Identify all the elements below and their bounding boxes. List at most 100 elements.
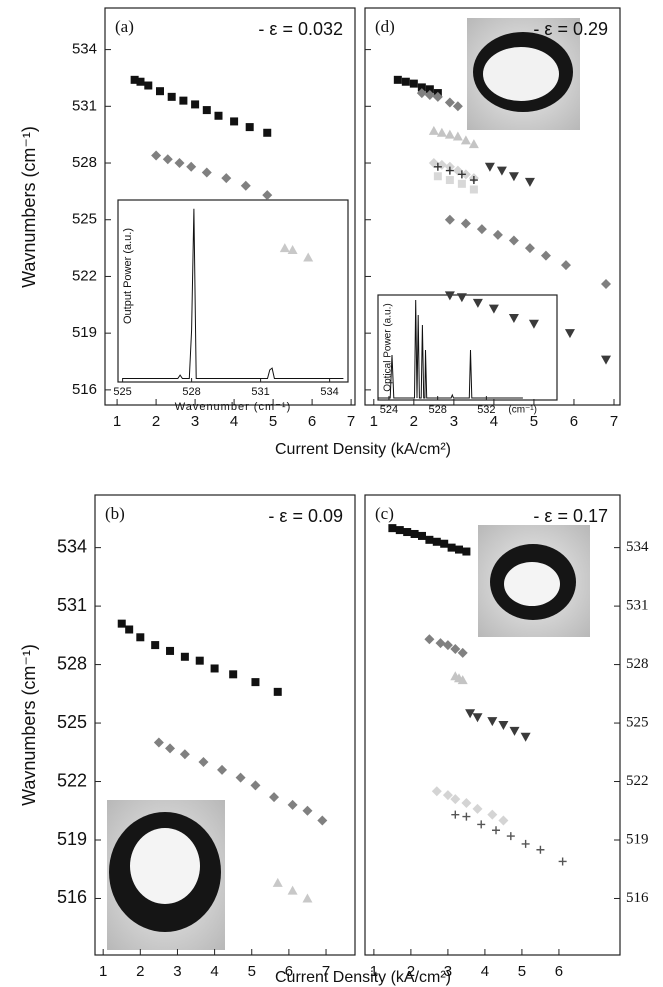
marker [433, 162, 442, 171]
marker [524, 177, 535, 187]
marker [506, 832, 515, 841]
x-tick-label: 7 [322, 963, 330, 980]
marker [452, 131, 463, 141]
x-tick-label: 5 [269, 413, 277, 430]
marker [508, 314, 519, 324]
marker [162, 154, 173, 165]
marker [452, 101, 463, 112]
x-tick-label: 6 [285, 963, 293, 980]
marker [498, 815, 509, 826]
x-tick-label: 4 [230, 413, 238, 430]
marker [167, 92, 176, 101]
marker [395, 526, 404, 535]
marker [401, 77, 410, 86]
marker [217, 764, 228, 775]
marker [431, 786, 442, 797]
marker [130, 75, 139, 84]
y-tick-label: 528 [72, 154, 97, 171]
marker [540, 250, 551, 261]
marker [151, 641, 160, 650]
marker [279, 243, 290, 253]
marker [179, 96, 188, 105]
y-tick-label: 519 [626, 831, 649, 847]
y-tick-label: 528 [57, 653, 87, 673]
marker [436, 127, 447, 137]
marker [287, 244, 298, 254]
x-tick-label: 6 [555, 963, 563, 980]
marker [186, 161, 197, 172]
marker [388, 524, 397, 533]
photo-d [467, 18, 580, 130]
plot-frame [364, 7, 621, 406]
marker [263, 128, 272, 137]
marker [201, 167, 212, 178]
marker [442, 790, 453, 801]
y-tick-label: 531 [626, 598, 649, 614]
x-axis-label: Current Density (kA/cm²) [275, 969, 451, 986]
marker [180, 652, 189, 661]
marker [484, 162, 495, 172]
x-tick-label: 4 [210, 963, 218, 980]
marker [210, 664, 219, 673]
marker [456, 293, 467, 303]
y-axis-label: Wavnumbers (cm⁻¹) [19, 126, 39, 288]
marker [214, 111, 223, 120]
x-tick-label: 1 [370, 963, 378, 980]
y-tick-label: 516 [626, 890, 649, 906]
marker [492, 826, 501, 835]
y-axis-label: Wavnumbers (cm⁻¹) [19, 644, 39, 806]
marker [508, 172, 519, 182]
marker [457, 675, 468, 685]
marker [460, 135, 471, 145]
y-tick-label: 516 [72, 381, 97, 398]
inset-x-tick-label: 524 [380, 404, 398, 416]
marker [250, 780, 261, 791]
marker [287, 799, 298, 810]
marker [440, 539, 449, 548]
x-tick-label: 2 [152, 413, 160, 430]
marker [221, 173, 232, 184]
marker [262, 190, 273, 201]
marker [498, 721, 509, 730]
inset-x-label: Wavenumber (cm⁻¹) [175, 401, 292, 413]
panel-label: (b) [105, 504, 125, 523]
marker [165, 743, 176, 754]
marker [472, 803, 483, 814]
marker [520, 732, 531, 742]
marker [424, 634, 435, 645]
y-tick-label: 519 [57, 829, 87, 849]
marker [472, 713, 483, 723]
x-tick-label: 1 [113, 413, 121, 430]
marker [487, 717, 498, 727]
x-tick-label: 5 [248, 963, 256, 980]
marker [240, 180, 251, 191]
marker [245, 123, 254, 132]
inset-x-label: (cm⁻¹) [508, 405, 537, 416]
x-tick-label: 3 [173, 963, 181, 980]
marker [452, 165, 463, 176]
x-tick-label: 6 [570, 413, 578, 430]
y-tick-label: 534 [72, 41, 97, 58]
marker [287, 885, 298, 895]
marker [444, 214, 455, 225]
x-tick-label: 1 [99, 963, 107, 980]
spectrum-line [378, 299, 523, 399]
marker [155, 87, 164, 96]
x-tick-label: 3 [444, 963, 452, 980]
marker [450, 643, 461, 654]
marker [428, 158, 439, 169]
photo-c [478, 525, 590, 637]
marker [425, 85, 434, 94]
y-tick-label: 525 [57, 712, 87, 732]
marker [424, 89, 435, 100]
marker [492, 229, 503, 240]
x-tick-label: 7 [347, 413, 355, 430]
marker [174, 158, 185, 169]
marker [417, 531, 426, 540]
y-tick-label: 522 [72, 267, 97, 284]
marker [179, 749, 190, 760]
y-tick-label: 519 [72, 324, 97, 341]
inset-frame [117, 199, 349, 383]
marker [166, 646, 175, 655]
